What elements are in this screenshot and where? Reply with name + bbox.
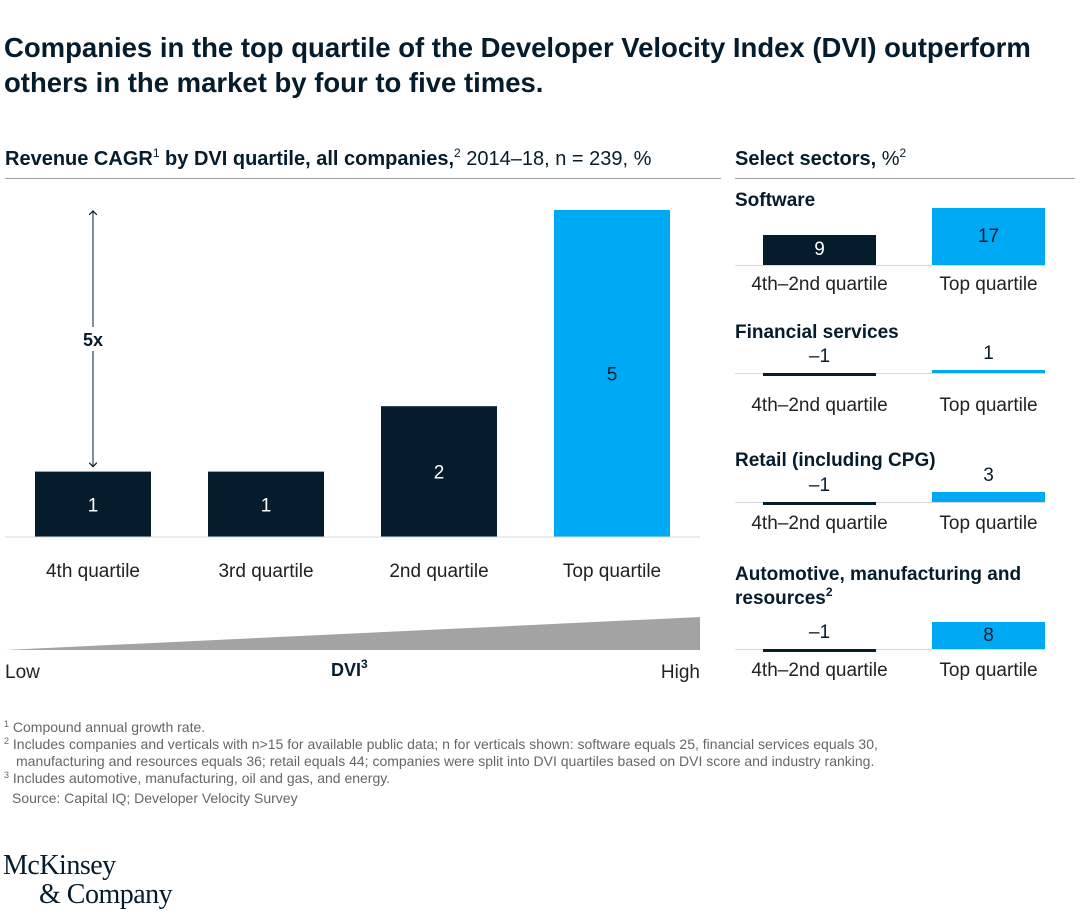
sector-bar xyxy=(763,373,876,377)
sector-category-label: 4th–2nd quartile xyxy=(751,513,888,534)
category-label: 2nd quartile xyxy=(389,561,488,582)
category-label: 4th quartile xyxy=(46,561,140,582)
dvi-axis-label: DVI3 xyxy=(331,657,368,680)
bar-value-label: 2 xyxy=(434,463,445,484)
multiplier-label-bg xyxy=(72,327,114,351)
footnote-1: 1 Compound annual growth rate. xyxy=(4,719,206,735)
bar-value-label: 1 xyxy=(261,495,272,516)
sector-category-label: 4th–2nd quartile xyxy=(751,660,888,681)
footnote-2: 2 Includes companies and verticals with … xyxy=(4,736,878,752)
sector-value-label: 8 xyxy=(983,624,994,646)
sector-name: Financial services xyxy=(735,322,899,343)
bar-value-label: 5 xyxy=(607,365,618,386)
sector-category-label: 4th–2nd quartile xyxy=(751,274,888,295)
axis-high-label: High xyxy=(661,662,700,683)
sector-bar xyxy=(763,234,876,265)
sector-value-label: 3 xyxy=(983,464,994,486)
sector-value-label: –1 xyxy=(808,622,831,643)
category-label: 3rd quartile xyxy=(218,561,313,582)
sector-category-label: Top quartile xyxy=(939,395,1038,416)
sector-name: Retail (including CPG) xyxy=(735,450,936,471)
bar-value-label: 1 xyxy=(88,495,99,516)
sector-value-label: –1 xyxy=(808,475,831,496)
sector-baseline xyxy=(735,265,1045,266)
dvi-wedge xyxy=(5,617,700,650)
sector-value-label: 1 xyxy=(983,343,994,364)
sector-baseline xyxy=(735,502,1045,503)
sector-baseline xyxy=(735,649,1045,650)
sector-baseline xyxy=(735,373,1045,374)
left-chart-title: Revenue CAGR1 by DVI quartile, all compa… xyxy=(5,146,652,170)
sector-bar xyxy=(932,491,1045,502)
sector-name: Automotive, manufacturing and resources2 xyxy=(735,564,1022,609)
sector-name: Software xyxy=(735,190,816,211)
mckinsey-logo: McKinsey & Company xyxy=(3,850,173,910)
main-bar-chart: 1 4th quartile 1 3rd quartile 2 2nd quartile 5… xyxy=(5,210,700,683)
right-title-rule xyxy=(735,178,1075,179)
right-chart-title: Select sectors, %2 xyxy=(735,146,907,170)
source-note: Source: Capital IQ; Developer Velocity S… xyxy=(12,790,298,806)
sector-bar xyxy=(932,622,1045,649)
bar-2 xyxy=(208,471,324,537)
footnote-2-cont: manufacturing and resources equals 36; r… xyxy=(16,753,875,769)
bar-1 xyxy=(35,471,151,537)
sector-bar xyxy=(932,208,1045,265)
sector-category-label: Top quartile xyxy=(939,513,1038,534)
left-title-rule xyxy=(5,178,721,179)
axis-low-label: Low xyxy=(5,662,40,683)
sector-bar xyxy=(763,649,876,653)
sector-bar xyxy=(932,370,1045,373)
footnotes: 1 Compound annual growth rate. 2 Include… xyxy=(4,719,878,807)
category-label: Top quartile xyxy=(563,561,661,582)
sector-category-label: Top quartile xyxy=(939,274,1038,295)
sector-bar xyxy=(763,502,876,506)
multiplier-label: 5x xyxy=(83,330,103,350)
footnote-3: 3 Includes automotive, manufacturing, oi… xyxy=(4,770,391,786)
sector-value-label: 9 xyxy=(814,238,825,260)
sector-category-label: 4th–2nd quartile xyxy=(751,395,888,416)
sector-value-label: 17 xyxy=(977,225,1000,247)
page-title: Companies in the top quartile of the Dev… xyxy=(4,32,1031,98)
sector-value-label: –1 xyxy=(808,346,831,367)
bar-3 xyxy=(381,406,497,537)
bar-4 xyxy=(554,210,670,537)
sector-category-label: Top quartile xyxy=(939,660,1038,681)
